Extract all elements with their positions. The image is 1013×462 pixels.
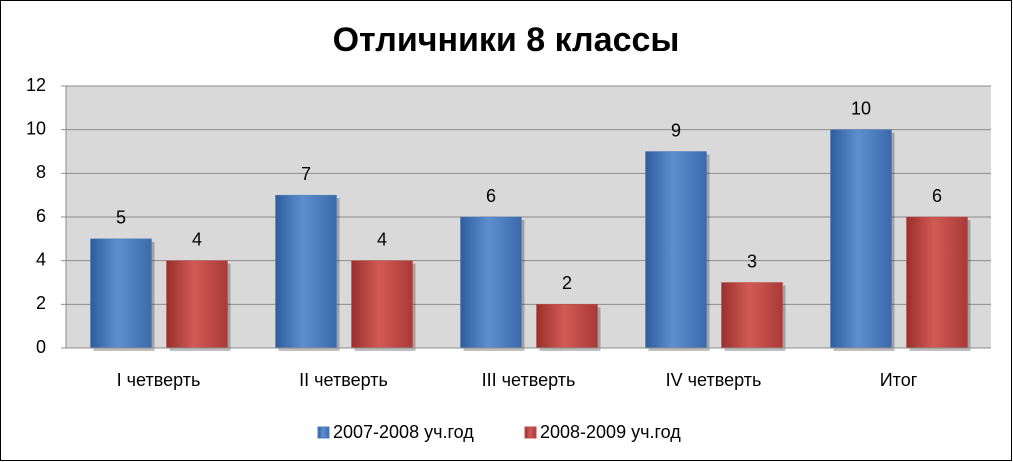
x-tick-label: I четверть — [117, 370, 201, 390]
legend-swatch — [524, 426, 537, 439]
bar — [830, 129, 892, 349]
y-tick-label: 6 — [36, 206, 46, 226]
y-tick-label: 12 — [26, 75, 46, 95]
value-label: 6 — [932, 186, 942, 206]
y-tick-label: 0 — [36, 337, 46, 357]
x-tick-label: Итог — [880, 370, 918, 390]
bar — [906, 216, 968, 349]
value-label: 5 — [116, 208, 126, 228]
legend-label: 2007-2008 уч.год — [333, 422, 474, 442]
bar — [90, 238, 152, 349]
y-tick-label: 4 — [36, 249, 46, 269]
bar — [460, 216, 522, 349]
value-label: 6 — [486, 186, 496, 206]
bar — [351, 260, 413, 349]
value-label: 7 — [301, 164, 311, 184]
bar — [721, 282, 783, 349]
value-label: 9 — [671, 120, 681, 140]
y-tick-label: 10 — [26, 118, 46, 138]
legend-label: 2008-2009 уч.год — [540, 422, 681, 442]
value-label: 2 — [562, 273, 572, 293]
y-tick-label: 2 — [36, 293, 46, 313]
x-tick-label: III четверть — [482, 370, 576, 390]
y-tick-label: 8 — [36, 162, 46, 182]
value-label: 3 — [747, 251, 757, 271]
value-label: 10 — [851, 98, 871, 118]
bar — [275, 194, 337, 349]
value-label: 4 — [377, 229, 387, 249]
bar — [536, 304, 598, 349]
bar — [166, 260, 228, 349]
legend-swatch — [317, 426, 330, 439]
x-tick-label: II четверть — [299, 370, 388, 390]
value-label: 4 — [192, 229, 202, 249]
bar — [645, 151, 707, 349]
chart-title: Отличники 8 классы — [333, 21, 680, 59]
x-tick-label: IV четверть — [666, 370, 762, 390]
